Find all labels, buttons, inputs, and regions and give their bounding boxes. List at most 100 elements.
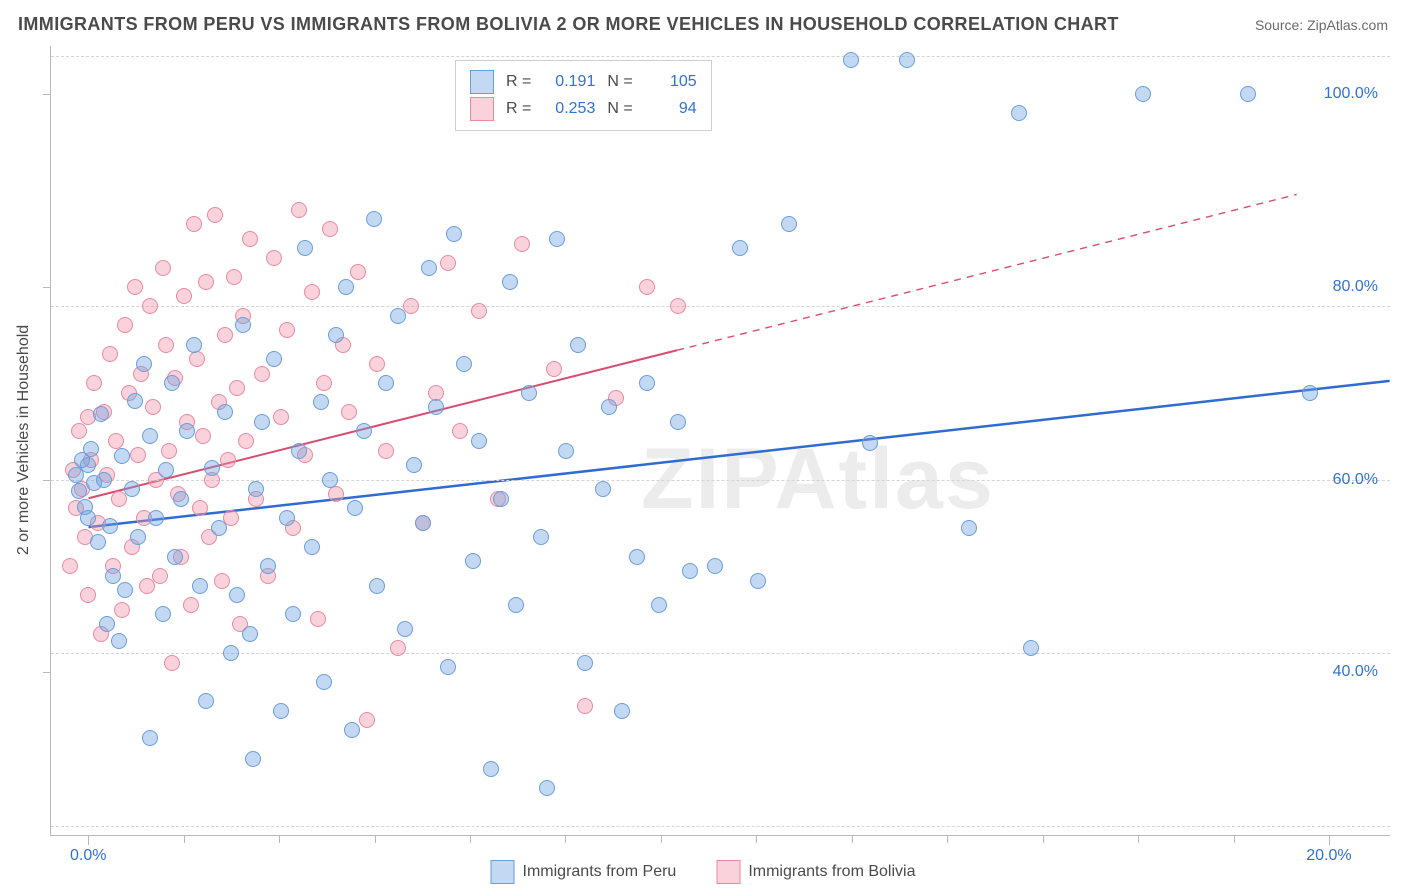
x-tick-label: 0.0% (70, 847, 106, 865)
scatter-point-bolivia (322, 221, 338, 237)
scatter-point-bolivia (242, 231, 258, 247)
scatter-point-peru (651, 597, 667, 613)
scatter-point-peru (533, 529, 549, 545)
scatter-point-bolivia (514, 236, 530, 252)
legend-n-label: N = (607, 73, 632, 91)
scatter-point-bolivia (195, 428, 211, 444)
scatter-point-peru (173, 491, 189, 507)
scatter-point-bolivia (471, 303, 487, 319)
legend-r-label: R = (506, 100, 531, 118)
plot-area: ZIPAtlas 40.0%60.0%80.0%100.0%0.0%20.0% (50, 46, 1390, 836)
scatter-point-bolivia (192, 500, 208, 516)
x-tick (1329, 835, 1330, 845)
scatter-point-peru (508, 597, 524, 613)
legend-swatch-bolivia (716, 860, 740, 884)
scatter-point-peru (732, 240, 748, 256)
scatter-point-bolivia (577, 698, 593, 714)
scatter-point-bolivia (220, 452, 236, 468)
legend-row-peru: R =0.191N =105 (470, 70, 697, 94)
scatter-point-bolivia (102, 346, 118, 362)
legend-n-label: N = (607, 100, 632, 118)
legend-swatch-bolivia (470, 97, 494, 121)
scatter-point-peru (961, 520, 977, 536)
scatter-point-peru (105, 568, 121, 584)
scatter-point-peru (142, 428, 158, 444)
scatter-point-bolivia (639, 279, 655, 295)
scatter-point-peru (483, 761, 499, 777)
scatter-point-peru (465, 553, 481, 569)
x-tick (279, 835, 280, 843)
scatter-point-bolivia (127, 279, 143, 295)
scatter-point-bolivia (152, 568, 168, 584)
gridline (51, 306, 1390, 307)
scatter-point-bolivia (108, 433, 124, 449)
x-tick (756, 835, 757, 843)
scatter-point-peru (440, 659, 456, 675)
legend-n-value: 105 (645, 73, 697, 91)
chart-title: IMMIGRANTS FROM PERU VS IMMIGRANTS FROM … (18, 14, 1119, 35)
scatter-point-peru (117, 582, 133, 598)
scatter-point-peru (577, 655, 593, 671)
scatter-point-bolivia (254, 366, 270, 382)
scatter-point-peru (390, 308, 406, 324)
x-tick (88, 835, 89, 845)
scatter-point-peru (493, 491, 509, 507)
x-tick (184, 835, 185, 843)
scatter-point-peru (415, 515, 431, 531)
scatter-point-peru (707, 558, 723, 574)
scatter-point-peru (344, 722, 360, 738)
scatter-point-bolivia (164, 655, 180, 671)
x-tick (1234, 835, 1235, 843)
scatter-point-bolivia (214, 573, 230, 589)
scatter-point-peru (369, 578, 385, 594)
y-tick (43, 672, 51, 673)
scatter-point-bolivia (186, 216, 202, 232)
scatter-point-bolivia (207, 207, 223, 223)
legend-swatch-peru (491, 860, 515, 884)
scatter-point-bolivia (189, 351, 205, 367)
legend-series-label: Immigrants from Bolivia (748, 863, 915, 881)
scatter-point-peru (273, 703, 289, 719)
scatter-point-peru (291, 443, 307, 459)
x-tick (470, 835, 471, 843)
scatter-point-bolivia (369, 356, 385, 372)
scatter-point-bolivia (350, 264, 366, 280)
scatter-point-peru (266, 351, 282, 367)
scatter-point-bolivia (390, 640, 406, 656)
scatter-point-peru (80, 457, 96, 473)
legend-series-label: Immigrants from Peru (523, 863, 677, 881)
scatter-point-peru (781, 216, 797, 232)
scatter-point-peru (322, 472, 338, 488)
scatter-point-peru (356, 423, 372, 439)
scatter-point-peru (378, 375, 394, 391)
scatter-point-peru (211, 520, 227, 536)
x-tick-label: 20.0% (1306, 847, 1351, 865)
scatter-point-peru (229, 587, 245, 603)
x-tick (1138, 835, 1139, 843)
legend-r-label: R = (506, 73, 531, 91)
scatter-point-peru (614, 703, 630, 719)
scatter-point-bolivia (155, 260, 171, 276)
x-tick (565, 835, 566, 843)
scatter-point-peru (186, 337, 202, 353)
scatter-point-peru (421, 260, 437, 276)
scatter-point-peru (338, 279, 354, 295)
source-attribution: Source: ZipAtlas.com (1255, 17, 1388, 33)
scatter-point-bolivia (310, 611, 326, 627)
scatter-point-peru (750, 573, 766, 589)
y-tick-label: 80.0% (1333, 278, 1378, 296)
scatter-point-peru (570, 337, 586, 353)
scatter-point-bolivia (130, 447, 146, 463)
scatter-point-bolivia (452, 423, 468, 439)
scatter-point-peru (328, 327, 344, 343)
scatter-point-bolivia (161, 443, 177, 459)
scatter-point-bolivia (378, 443, 394, 459)
trend-line-bolivia-dashed (677, 194, 1297, 350)
scatter-point-peru (80, 510, 96, 526)
series-legend: Immigrants from Peru Immigrants from Boli… (491, 860, 916, 884)
scatter-point-peru (192, 578, 208, 594)
scatter-point-bolivia (440, 255, 456, 271)
y-tick (43, 94, 51, 95)
scatter-point-peru (114, 448, 130, 464)
scatter-point-peru (71, 483, 87, 499)
